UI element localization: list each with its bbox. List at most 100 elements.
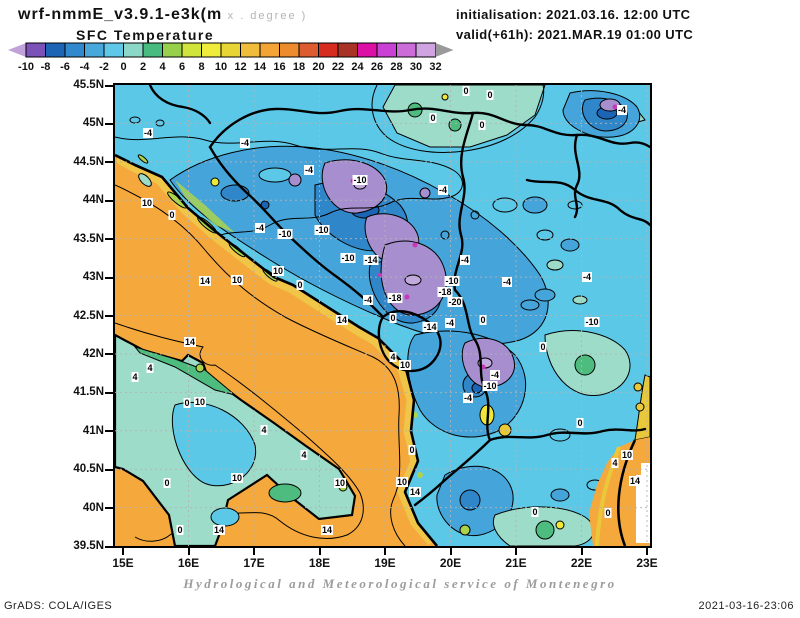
y-axis-tick (105, 238, 113, 241)
colorbar-tick-label: 28 (390, 61, 402, 73)
contour-label: 4 (300, 450, 308, 460)
colorbar-cell (64, 42, 85, 58)
colorbar-tick-label: 20 (312, 61, 324, 73)
y-axis-label: 45.5N (73, 79, 104, 91)
contour-label: 0 (531, 507, 539, 517)
contour-label: 0 (576, 418, 584, 428)
contour-label: 4 (389, 352, 397, 362)
colorbar-cell (162, 42, 183, 58)
contour-label: -4 (444, 318, 456, 328)
colorbar-tick-label: 26 (371, 61, 383, 73)
contour-label: 0 (389, 313, 397, 323)
colorbar-tick-label: 18 (293, 61, 305, 73)
contour-label: -14 (363, 255, 379, 265)
colorbar-tick-label: 10 (215, 61, 227, 73)
colorbar-tick-label: -2 (99, 61, 109, 73)
y-axis-label: 43.5N (73, 232, 104, 245)
x-axis-label: 17E (243, 556, 265, 570)
contour-label: 14 (183, 337, 197, 347)
x-axis-tick (515, 548, 517, 555)
y-axis-tick (105, 507, 113, 510)
southeast-mild-region (459, 259, 650, 546)
contour-label: -4 (142, 128, 154, 138)
x-axis-label: 22E (570, 556, 593, 570)
colorbar-cell (201, 42, 222, 58)
contour-label: 0 (168, 210, 176, 220)
y-axis-label: 40N (82, 501, 104, 514)
colorbar-cell (279, 42, 300, 58)
y-axis-tick (105, 391, 113, 394)
colorbar-cell (25, 42, 46, 58)
x-axis-tick (253, 548, 255, 555)
contour-label: -4 (581, 272, 593, 282)
x-axis-tick (646, 548, 648, 555)
colorbar-below-min-arrow (8, 43, 26, 57)
y-axis-label: 43N (82, 271, 104, 284)
contour-label: -4 (489, 370, 501, 380)
contour-label: 14 (212, 525, 226, 535)
contour-label: 10 (395, 477, 409, 487)
contour-label: -10 (444, 276, 460, 286)
contour-label: -18 (437, 287, 453, 297)
x-axis-tick (580, 548, 583, 555)
y-axis-label: 42.5N (73, 309, 104, 322)
y-axis-tick (105, 276, 113, 279)
colorbar-cell (337, 42, 358, 58)
contour-label: 14 (628, 476, 642, 486)
italy-peninsula (115, 333, 357, 546)
x-axis-tick (122, 548, 124, 555)
contour-label: 4 (260, 425, 268, 435)
y-axis-tick (105, 84, 113, 87)
colorbar-cell (396, 42, 417, 58)
colorbar-tick-label: 22 (332, 61, 344, 73)
contour-label: 0 (486, 90, 494, 100)
valid-time: valid(+61h): 2021.MAR.19 01:00 UTC (456, 27, 694, 42)
y-axis-label: 42N (82, 347, 104, 360)
contour-label: 10 (230, 275, 244, 285)
y-axis-label: 40.5N (73, 463, 104, 476)
colorbar-cell (259, 42, 280, 58)
contour-label: -10 (352, 175, 368, 185)
contour-label: 0 (604, 508, 612, 518)
y-axis-tick (105, 315, 113, 318)
contour-label: -14 (422, 322, 438, 332)
contour-label: 10 (271, 266, 285, 276)
contour-label: 0 (296, 280, 304, 290)
y-axis-tick (105, 161, 113, 164)
contour-label: -4 (254, 223, 266, 233)
colorbar-above-max-arrow (435, 43, 454, 57)
x-axis-label: 15E (112, 556, 134, 570)
x-axis-tick (318, 548, 321, 555)
colorbar-cell (357, 42, 378, 58)
colorbar-tick-label: 14 (254, 61, 267, 73)
x-axis-tick (187, 548, 190, 555)
y-axis-tick (105, 122, 113, 125)
field-title: SFC Temperature (76, 27, 215, 43)
contour-label: 0 (183, 398, 191, 408)
contour-label: 14 (408, 487, 422, 497)
colorbar-cell (220, 42, 241, 58)
colorbar-cell (103, 42, 124, 58)
model-title: wrf-nmmE_v3.9.1-e3k(m x . degree ) (18, 6, 307, 24)
contour-label: -4 (501, 277, 513, 287)
y-axis-label: 39.5N (73, 540, 104, 553)
contour-label: -20 (447, 297, 463, 307)
contour-label: -4 (362, 295, 374, 305)
x-axis-label: 18E (308, 556, 331, 570)
y-axis-tick (105, 430, 113, 433)
service-caption: Hydrological and Meteorological service … (183, 576, 617, 591)
contour-label: -10 (482, 381, 498, 391)
colorbar-tick-label: -10 (18, 61, 34, 73)
map-frame: -4 -4 -4 -10 10 0 -4 -10 -10 -10 -14 14 10 10 0 -4 0 0 0 0-… (113, 83, 652, 548)
colorbar-cell (123, 42, 144, 58)
contour-label: 10 (620, 450, 634, 460)
contour-label: 4 (131, 372, 139, 382)
contour-label: 10 (230, 473, 244, 483)
y-axis-label: 41N (82, 424, 104, 437)
contour-label: 0 (539, 342, 547, 352)
colorbar-tick-label: 12 (234, 61, 246, 73)
contour-label: -18 (387, 293, 403, 303)
contour-label: -10 (584, 317, 600, 327)
x-axis-label: 20E (439, 556, 462, 570)
